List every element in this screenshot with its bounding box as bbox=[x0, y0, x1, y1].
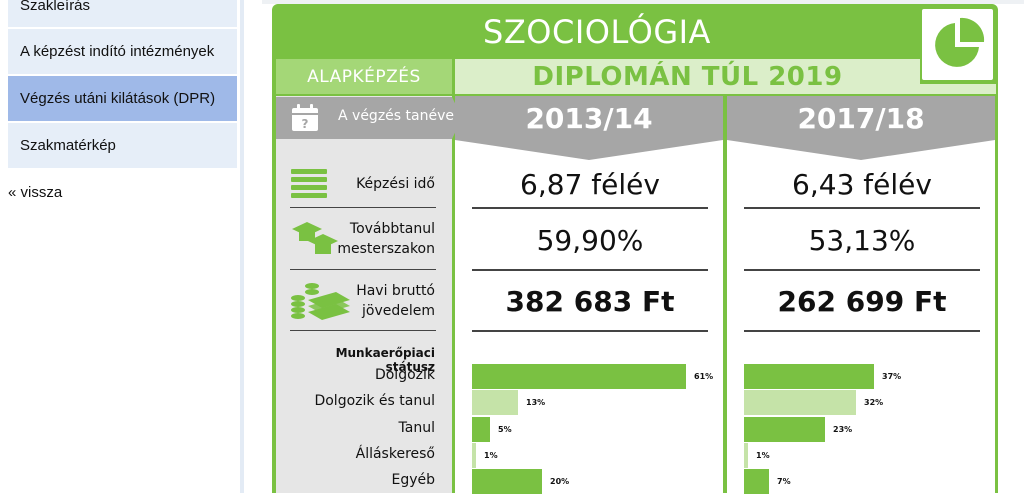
divider bbox=[744, 330, 980, 332]
divider bbox=[744, 269, 980, 271]
sidebar-item-dpr[interactable]: Végzés utáni kilátások (DPR) bbox=[8, 76, 237, 121]
label-divider bbox=[290, 207, 436, 208]
status-label: Dolgozik és tanul bbox=[314, 393, 435, 409]
back-link[interactable]: « vissza bbox=[8, 184, 63, 201]
status-bar bbox=[472, 390, 518, 415]
label-divider bbox=[290, 269, 436, 270]
metric-value: 6,87 félév bbox=[520, 168, 660, 201]
year-label: 2013/14 bbox=[525, 102, 653, 135]
sidebar-item-szakmaterkep[interactable]: Szakmatérkép bbox=[8, 123, 237, 168]
metric-value: 262 699 Ft bbox=[777, 285, 947, 318]
content-frame-top bbox=[262, 0, 1024, 4]
level-label: ALAPKÉPZÉS bbox=[276, 59, 452, 94]
graduation-cap-icon bbox=[290, 219, 340, 264]
status-bar-label: 23% bbox=[833, 425, 853, 434]
status-bar-label: 7% bbox=[777, 477, 791, 486]
status-bar bbox=[744, 469, 769, 494]
metric-label: Havi bruttó jövedelem bbox=[356, 283, 435, 319]
status-bar bbox=[472, 364, 686, 389]
divider bbox=[472, 330, 708, 332]
metric-value: 382 683 Ft bbox=[505, 285, 675, 318]
sidebar-divider bbox=[240, 0, 244, 493]
status-bar-label: 37% bbox=[882, 372, 902, 381]
metric-label: Képzési idő bbox=[356, 176, 435, 192]
status-bar bbox=[472, 443, 476, 468]
status-bar bbox=[744, 364, 874, 389]
divider bbox=[472, 207, 708, 209]
metric-value: 6,43 félév bbox=[792, 168, 932, 201]
sidebar: Szakleírás A képzést indító intézmények … bbox=[0, 0, 244, 493]
divider bbox=[472, 269, 708, 271]
status-bar bbox=[744, 443, 748, 468]
metric-label: Továbbtanul mesterszakon bbox=[337, 221, 435, 257]
status-bar-label: 5% bbox=[498, 425, 512, 434]
metric-value: 53,13% bbox=[808, 224, 916, 257]
sidebar-item-szakleiras[interactable]: Szakleírás bbox=[8, 0, 237, 27]
status-bar-label: 1% bbox=[484, 451, 498, 460]
metric-value: 59,90% bbox=[536, 224, 644, 257]
status-bar-label: 13% bbox=[526, 398, 546, 407]
status-bar bbox=[744, 390, 856, 415]
status-bar-label: 32% bbox=[864, 398, 884, 407]
status-title: Munkaerőpiaci státusz bbox=[335, 346, 435, 374]
label-divider bbox=[290, 330, 436, 331]
status-bar bbox=[472, 469, 542, 494]
year-label: 2017/18 bbox=[797, 102, 925, 135]
divider bbox=[744, 207, 980, 209]
status-label: Dolgozik bbox=[374, 367, 435, 383]
graduation-year-label: A végzés tanéve bbox=[338, 108, 454, 124]
svg-text:?: ? bbox=[302, 117, 309, 131]
sidebar-item-label: Szakleírás bbox=[20, 0, 91, 14]
sidebar-item-label: A képzést indító intézmények bbox=[20, 43, 215, 60]
money-icon bbox=[290, 280, 352, 327]
books-icon bbox=[290, 167, 330, 206]
infographic-title: SZOCIOLÓGIA bbox=[483, 13, 711, 51]
sidebar-item-label: Szakmatérkép bbox=[20, 137, 116, 154]
status-bar bbox=[744, 417, 825, 442]
status-label: Álláskereső bbox=[355, 446, 435, 462]
status-bar-label: 61% bbox=[694, 372, 714, 381]
pie-chart-icon bbox=[920, 7, 995, 82]
status-bar-label: 20% bbox=[550, 477, 570, 486]
label-column bbox=[276, 96, 452, 493]
status-bar bbox=[472, 417, 490, 442]
column-2013-14 bbox=[455, 96, 723, 493]
status-bar-label: 1% bbox=[756, 451, 770, 460]
status-label: Tanul bbox=[398, 420, 435, 436]
subtitle-strip bbox=[920, 84, 996, 94]
sidebar-item-intezmenyek[interactable]: A képzést indító intézmények bbox=[8, 29, 237, 74]
infographic-subtitle: DIPLOMÁN TÚL 2019 bbox=[455, 59, 920, 94]
status-label: Egyéb bbox=[391, 472, 435, 488]
calendar-icon: ? bbox=[290, 103, 320, 133]
sidebar-item-label: Végzés utáni kilátások (DPR) bbox=[20, 90, 216, 107]
